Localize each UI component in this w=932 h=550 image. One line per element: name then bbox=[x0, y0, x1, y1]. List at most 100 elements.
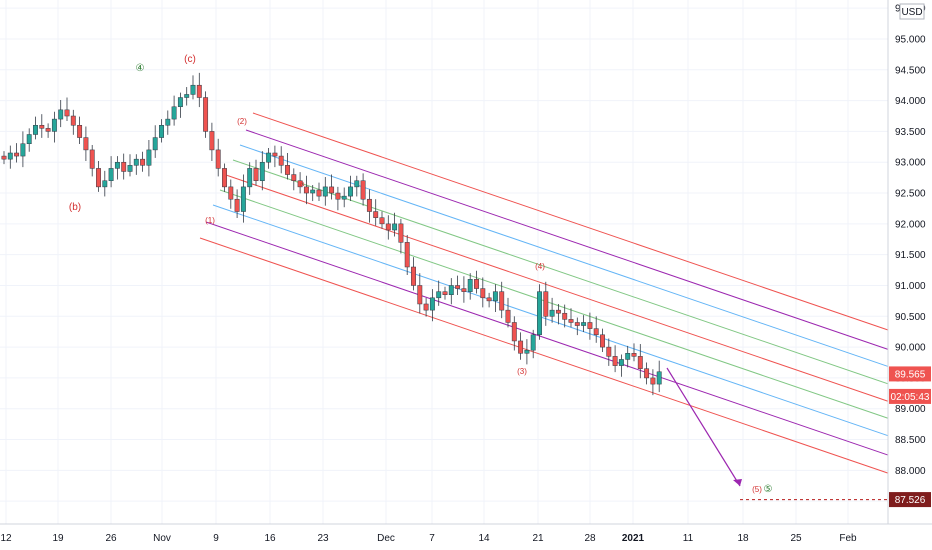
x-tick-label: 26 bbox=[105, 533, 117, 544]
svg-text:02:05:43: 02:05:43 bbox=[891, 392, 930, 403]
channel-line bbox=[239, 144, 889, 367]
candle bbox=[165, 110, 171, 135]
channel-line bbox=[205, 221, 889, 456]
y-tick-label: 88.000 bbox=[895, 466, 926, 477]
candle bbox=[114, 156, 120, 180]
wave-label: ④ bbox=[136, 63, 145, 74]
price-label-1: 02:05:43 bbox=[889, 388, 931, 404]
candle bbox=[108, 156, 114, 188]
candle bbox=[404, 234, 410, 276]
candle bbox=[215, 138, 221, 177]
candle bbox=[51, 111, 57, 143]
candle bbox=[492, 284, 498, 312]
x-tick-label: Dec bbox=[377, 533, 395, 544]
candle bbox=[26, 128, 32, 152]
candle bbox=[360, 173, 366, 206]
x-tick-label: Feb bbox=[839, 533, 857, 544]
candle bbox=[33, 116, 38, 140]
grid bbox=[0, 0, 888, 533]
candle bbox=[140, 151, 146, 172]
x-tick-label: 19 bbox=[52, 533, 64, 544]
candle bbox=[644, 362, 650, 385]
candle bbox=[14, 143, 20, 163]
candle bbox=[83, 126, 89, 161]
candle bbox=[89, 144, 95, 177]
y-tick-label: 91.500 bbox=[895, 250, 926, 261]
x-tick-label: 25 bbox=[790, 533, 802, 544]
candle bbox=[385, 215, 391, 240]
candle bbox=[64, 97, 70, 121]
wave-label: (1) bbox=[205, 216, 215, 225]
x-tick-label: 16 bbox=[264, 533, 276, 544]
candle bbox=[127, 154, 133, 177]
candle bbox=[505, 297, 511, 328]
price-label-2: 87.526 bbox=[889, 492, 931, 508]
time-axis[interactable]: 12 19 26 Nov 9 16 23 Dec 7 14 21 28 2021 11 18 25 Feb bbox=[0, 523, 932, 550]
candle bbox=[203, 91, 209, 138]
candle bbox=[329, 174, 335, 200]
wave-label: (2) bbox=[237, 117, 247, 126]
x-tick-label: 9 bbox=[213, 533, 219, 544]
candle bbox=[518, 332, 524, 360]
candle bbox=[209, 122, 215, 161]
y-tick-label: 90.000 bbox=[895, 343, 926, 354]
candle bbox=[373, 199, 379, 226]
candle bbox=[45, 123, 51, 138]
x-tick-label: 14 bbox=[478, 533, 490, 544]
candle bbox=[448, 278, 454, 305]
channel-line bbox=[212, 204, 889, 437]
channel-lines bbox=[199, 112, 889, 501]
x-tick-label: 12 bbox=[0, 533, 12, 544]
candle bbox=[574, 317, 580, 336]
candle bbox=[618, 354, 624, 377]
candle bbox=[39, 114, 45, 138]
candle bbox=[499, 281, 505, 319]
x-tick-label: 18 bbox=[737, 533, 749, 544]
candle bbox=[133, 154, 139, 175]
candle bbox=[606, 338, 612, 366]
wave-label: a bbox=[300, 179, 305, 188]
candle bbox=[121, 153, 127, 180]
candle bbox=[303, 175, 309, 205]
x-tick-label: 23 bbox=[317, 533, 329, 544]
channel-line bbox=[199, 237, 889, 474]
y-tick-label: 92.000 bbox=[895, 219, 926, 230]
price-axis[interactable]: 95.50095.00094.50094.00093.50093.00092.5… bbox=[887, 0, 932, 539]
candle bbox=[631, 343, 637, 362]
wave-label: (3) bbox=[517, 367, 527, 376]
candle bbox=[234, 189, 240, 219]
candle bbox=[417, 273, 423, 314]
candle bbox=[1, 151, 7, 165]
x-tick-label: 7 bbox=[429, 533, 435, 544]
candle bbox=[102, 170, 108, 197]
candle bbox=[266, 148, 272, 169]
x-tick-label: Nov bbox=[153, 533, 171, 544]
y-tick-label: 95.000 bbox=[895, 34, 926, 45]
candle bbox=[549, 297, 555, 323]
candle bbox=[20, 131, 26, 168]
candle bbox=[297, 172, 303, 194]
candle bbox=[190, 75, 196, 100]
candle bbox=[247, 162, 253, 195]
y-tick-label: 88.500 bbox=[895, 435, 926, 446]
wave-label: (b) bbox=[69, 202, 81, 213]
candle bbox=[222, 163, 227, 192]
svg-text:87.526: 87.526 bbox=[895, 495, 926, 506]
candle bbox=[656, 360, 662, 393]
y-tick-label: 91.000 bbox=[895, 281, 926, 292]
candle bbox=[379, 211, 385, 229]
candle bbox=[612, 345, 618, 373]
candle bbox=[196, 72, 202, 108]
candle bbox=[272, 145, 278, 168]
candle bbox=[177, 92, 183, 118]
time-axis-background bbox=[0, 524, 932, 550]
channel-line bbox=[219, 189, 889, 419]
x-tick-label: 28 bbox=[584, 533, 596, 544]
channel-line bbox=[225, 174, 889, 402]
candle bbox=[480, 277, 486, 308]
candle bbox=[429, 289, 435, 322]
wave-labels: ④ (c) (b) (2) (1) (4) (3) (5) ⑤ a bbox=[69, 54, 773, 495]
candle bbox=[240, 174, 246, 223]
